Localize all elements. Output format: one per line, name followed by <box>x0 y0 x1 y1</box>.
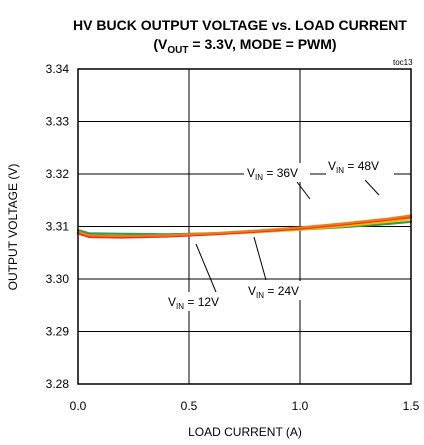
x-tick-label-1: 0.5 <box>181 399 198 413</box>
chart-title-line2-sub: OUT <box>167 45 188 56</box>
leader-24v <box>253 236 267 281</box>
chart-title-line2-rest: = 3.3V, MODE = PWM) <box>189 36 337 52</box>
y-tick-label-1: 3.29 <box>46 325 70 339</box>
leader-36v <box>296 181 311 200</box>
y-axis-label: OUTPUT VOLTAGE (V) <box>6 164 20 291</box>
annotation-24v: VIN = 24V <box>246 281 314 300</box>
x-tick-label-2: 1.0 <box>292 399 309 413</box>
y-tick-label-2: 3.30 <box>46 272 70 286</box>
y-tick-label-6: 3.34 <box>46 62 70 76</box>
annotation-36v-text: VIN = 36V <box>247 166 298 182</box>
annotation-24v-text: VIN = 24V <box>248 284 299 300</box>
annotation-48v-bg <box>326 156 394 175</box>
leader-48v <box>364 179 380 196</box>
frame-layer <box>77 68 412 385</box>
x-tick-label-0: 0.0 <box>70 399 87 413</box>
annotation-48v: VIN = 48V <box>326 156 394 175</box>
y-tick-label-4: 3.32 <box>46 167 70 181</box>
y-tick-label-5: 3.33 <box>46 115 70 129</box>
plot-frame <box>77 68 412 385</box>
annotation-24v-bg <box>246 281 314 300</box>
chart-title-line2-open: (V <box>153 36 168 52</box>
series-line-3 <box>76 214 413 238</box>
y-tick-labels: 3.28 3.29 3.30 3.31 3.32 3.33 3.34 <box>46 62 70 391</box>
annotation-12v-text: VIN = 12V <box>168 295 219 311</box>
x-tick-labels: 0.0 0.5 1.0 1.5 <box>70 399 420 413</box>
x-axis-label: LOAD CURRENT (A) <box>188 425 302 439</box>
leader-12v <box>195 243 217 293</box>
chart-title-line1: HV BUCK OUTPUT VOLTAGE vs. LOAD CURRENT <box>73 17 407 33</box>
chart-title-line2: (VOUT = 3.3V, MODE = PWM) <box>153 36 336 56</box>
annotation-36v-bg <box>244 163 310 182</box>
y-tick-label-0: 3.28 <box>46 377 70 391</box>
figure-id: toc13 <box>393 58 413 67</box>
x-tick-label-3: 1.5 <box>403 399 420 413</box>
annotation-48v-text: VIN = 48V <box>328 159 379 175</box>
leader-layer <box>195 173 380 293</box>
y-tick-label-3: 3.31 <box>46 220 70 234</box>
annotation-36v: VIN = 36V <box>244 163 310 182</box>
annotation-12v: VIN = 12V <box>165 292 231 311</box>
series-layer <box>76 214 413 239</box>
annotation-12v-bg <box>165 292 231 311</box>
